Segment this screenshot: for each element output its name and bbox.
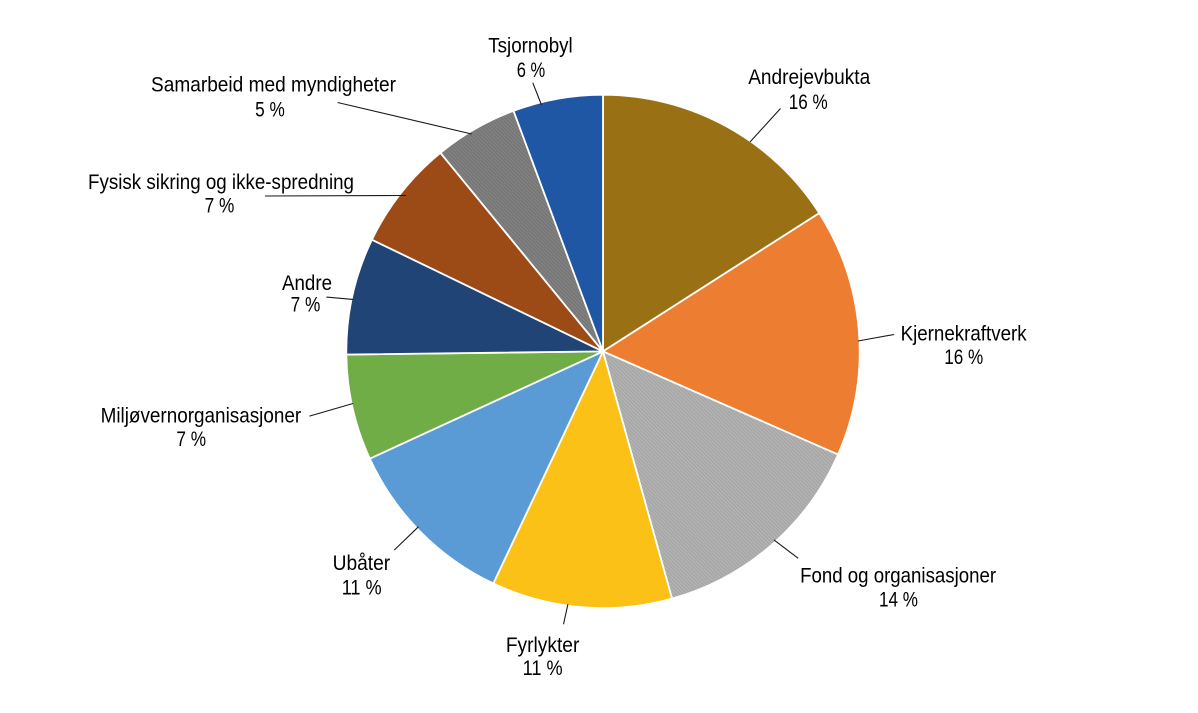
svg-text:7 %: 7 % [176,428,206,451]
svg-text:7 %: 7 % [205,195,235,218]
svg-text:Samarbeid med myndigheter: Samarbeid med myndigheter [151,74,396,97]
svg-text:Kjernekraftverk: Kjernekraftverk [901,322,1027,345]
svg-text:Ubåter: Ubåter [333,552,391,575]
svg-text:Tsjornobyl: Tsjornobyl [488,34,572,57]
svg-text:11 %: 11 % [523,657,563,680]
svg-text:6 %: 6 % [517,59,546,82]
svg-text:7 %: 7 % [291,293,321,316]
svg-text:Andrejevbukta: Andrejevbukta [748,66,870,89]
svg-text:Fyrlykter: Fyrlykter [506,634,580,657]
svg-text:Miljøvernorganisasjoner: Miljøvernorganisasjoner [101,404,302,427]
svg-text:14 %: 14 % [879,588,918,611]
svg-text:Fysisk sikring og ikke-spredni: Fysisk sikring og ikke-spredning [88,171,354,194]
svg-text:Fond og organisasjoner: Fond og organisasjoner [800,564,996,587]
svg-text:11 %: 11 % [342,576,382,599]
svg-text:16 %: 16 % [944,346,983,369]
svg-text:5 %: 5 % [255,99,285,122]
svg-text:16 %: 16 % [789,91,828,114]
svg-text:Andre: Andre [282,272,332,295]
